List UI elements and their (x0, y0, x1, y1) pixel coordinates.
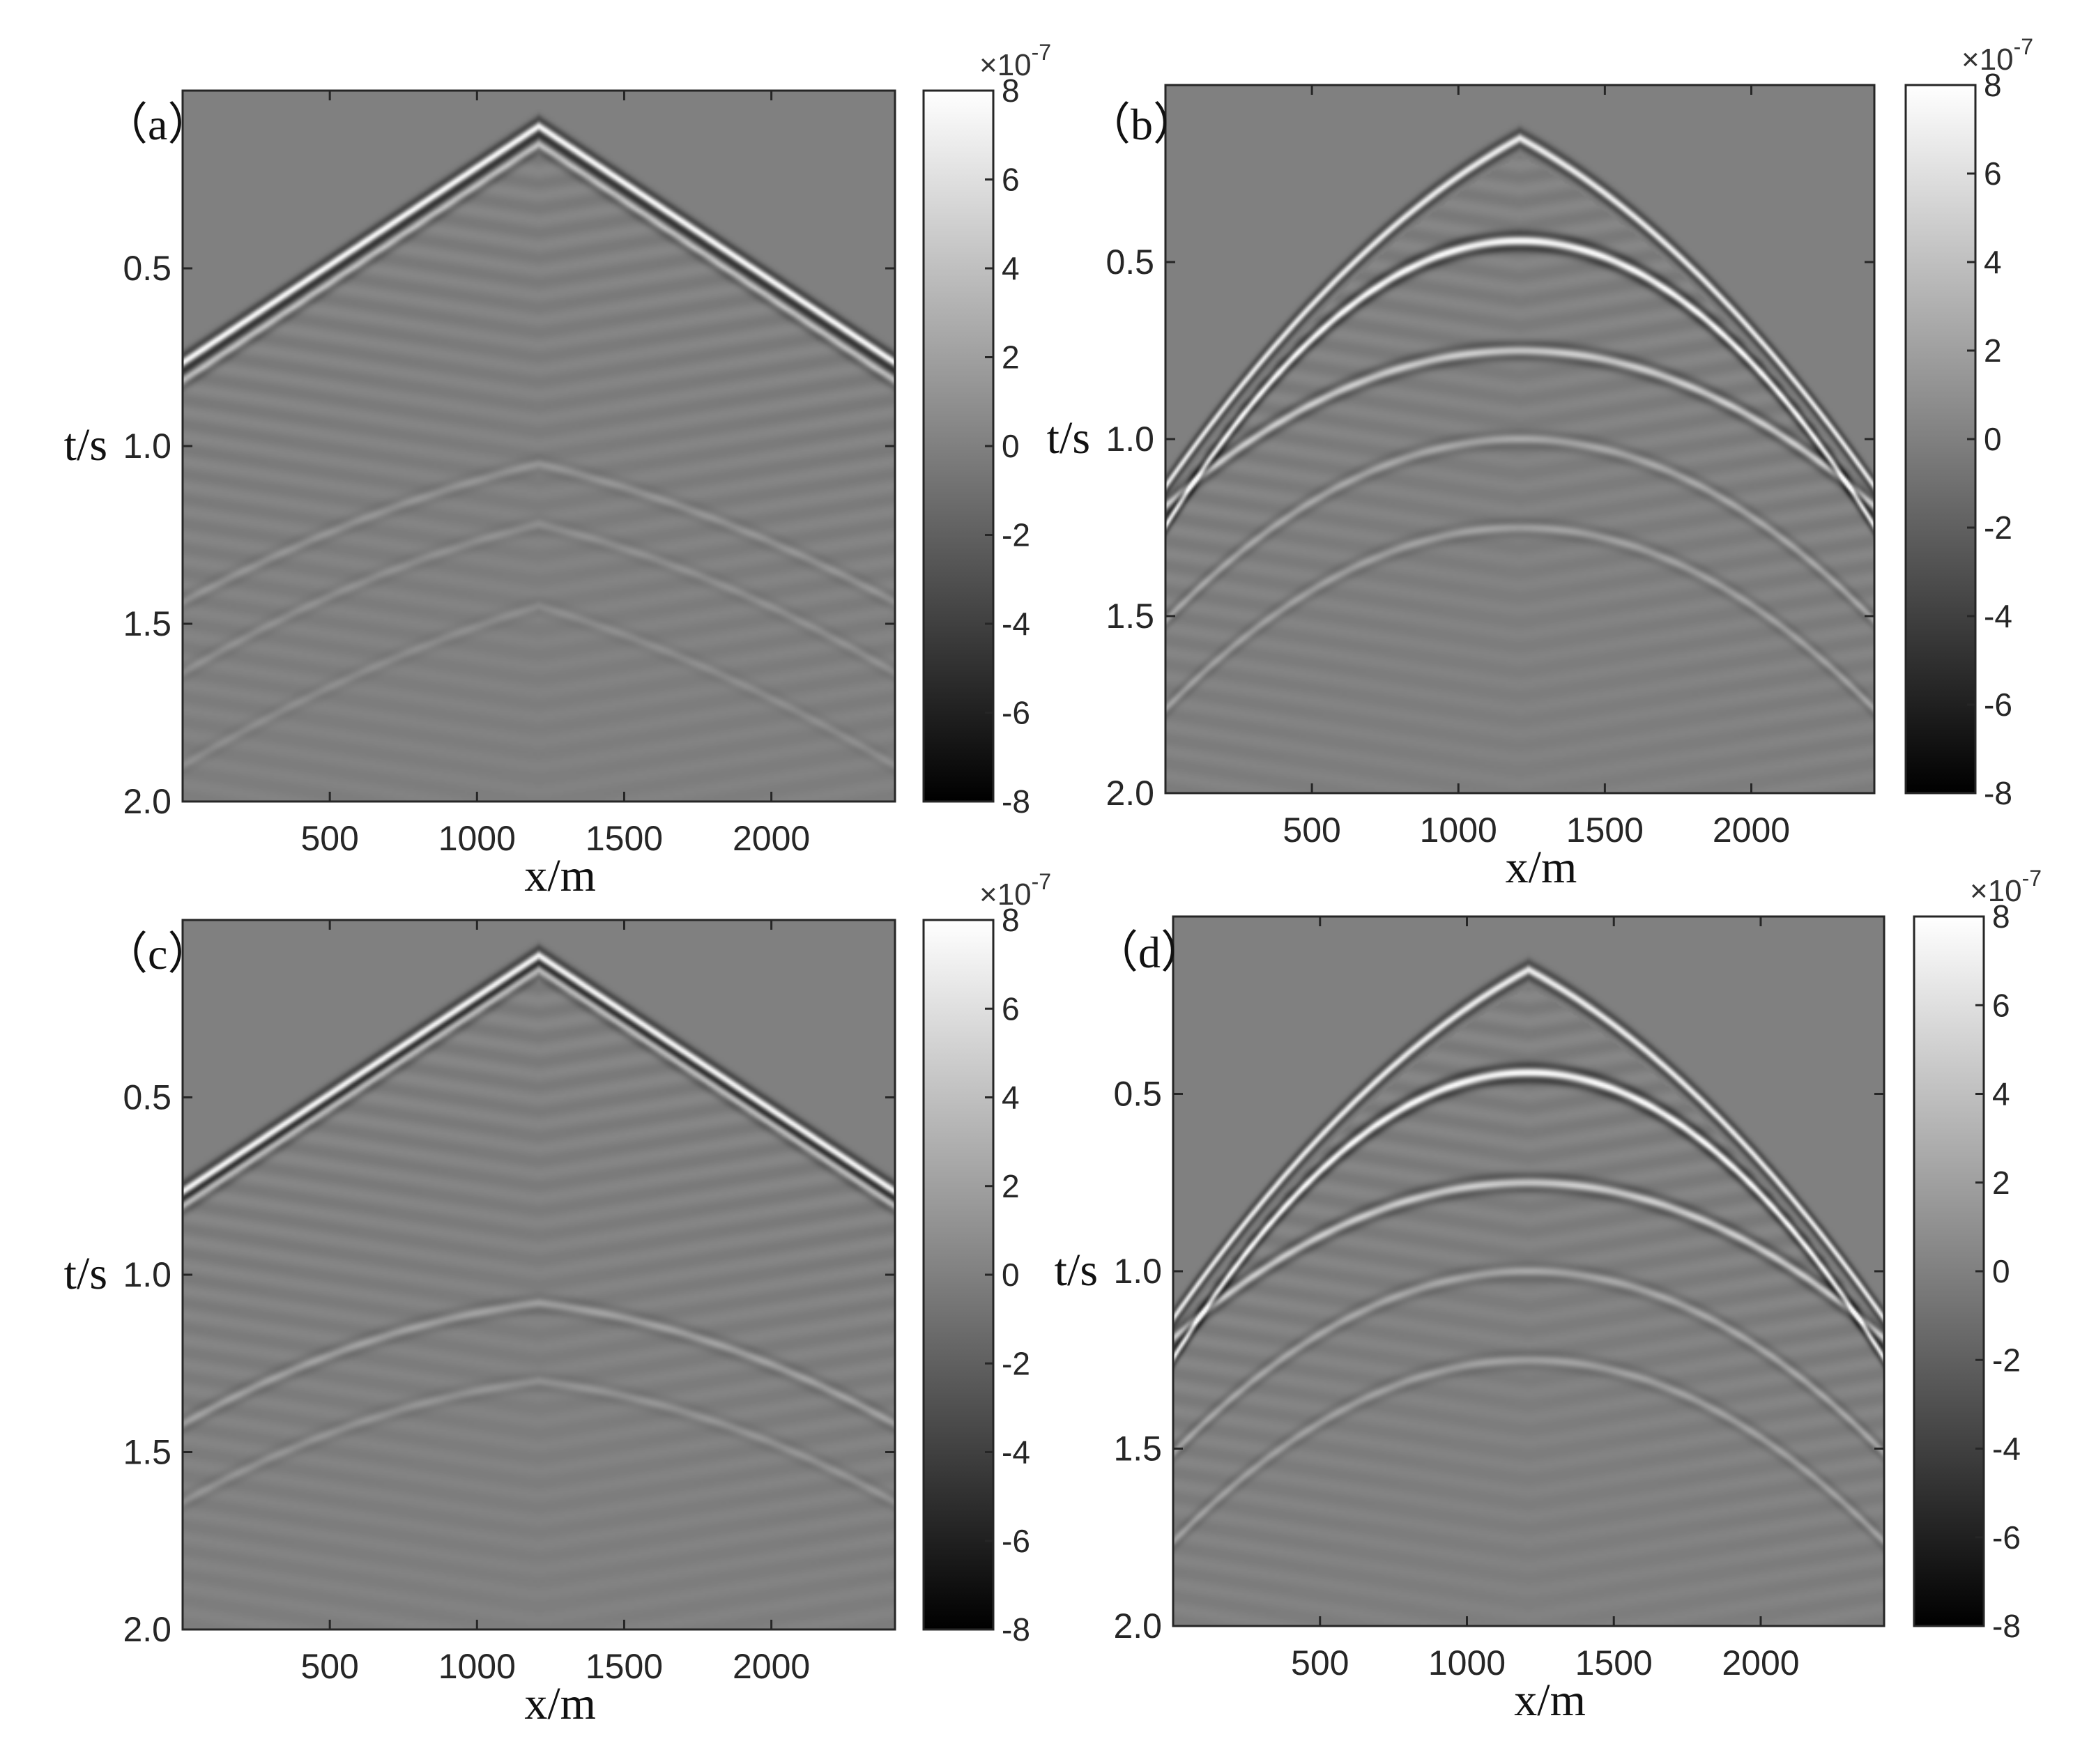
colorbar-tick-label: 0 (1002, 428, 1020, 464)
y-tick-label: 1.5 (1106, 597, 1154, 636)
y-axis-label: t/s (64, 420, 107, 470)
colorbar-tick-label: 2 (1002, 1168, 1020, 1204)
panel-c: 500 1000 1500 2000 0.5 1.0 1.5 2.0 x/m t/s （c） 8 6 4 2… (64, 869, 1051, 1729)
x-tick-label: 500 (300, 1647, 358, 1686)
y-tick-label: 1.0 (123, 1255, 171, 1294)
colorbar-tick-label: -8 (1984, 775, 2012, 811)
panel-label: （a） (103, 100, 212, 149)
panel-b: 500 1000 1500 2000 0.5 1.0 1.5 2.0 x/m t/s （b） 8 6 4 2… (1047, 34, 2033, 893)
y-tick-label: 2.0 (123, 1610, 171, 1649)
y-axis-label: t/s (1055, 1245, 1098, 1296)
x-tick-label: 1000 (1428, 1643, 1506, 1682)
y-axis-label: t/s (1047, 413, 1090, 463)
x-tick-label: 500 (300, 819, 358, 858)
colorbar (1913, 915, 1985, 1627)
y-tick-label: 1.5 (123, 604, 171, 643)
colorbar-tick-label: 8 (1002, 902, 1020, 938)
x-tick-label: 1500 (1575, 1643, 1653, 1682)
colorbar (922, 89, 995, 803)
colorbar-tick-label: -2 (1992, 1342, 2021, 1378)
colorbar-tick-label: 8 (1002, 72, 1020, 109)
colorbar (1904, 84, 1977, 795)
colorbar-tick-label: 4 (1002, 250, 1020, 286)
y-tick-label: 2.0 (1113, 1606, 1162, 1646)
y-tick-label: 2.0 (1106, 774, 1154, 813)
colorbar-tick-label: 2 (1002, 339, 1020, 376)
seismic-section (1173, 916, 1884, 1626)
x-axis-label: x/m (1514, 1675, 1586, 1726)
panel-a: 500 1000 1500 2000 0.5 1.0 1.5 2.0 x/m t/s （a） 8 6 4 2… (64, 40, 1051, 901)
panel-d: 500 1000 1500 2000 0.5 1.0 1.5 2.0 x/m t/s （d） 8 6 4 2… (1055, 866, 2042, 1726)
colorbar-tick-label: -4 (1002, 1434, 1030, 1471)
colorbar-tick-label: 6 (1984, 155, 2002, 192)
colorbar-tick-label: -6 (1992, 1519, 2021, 1556)
x-tick-label: 500 (1283, 811, 1340, 850)
y-tick-label: 0.5 (123, 1078, 171, 1117)
colorbar-tick-label: -6 (1984, 687, 2012, 723)
colorbar-tick-label: 4 (1984, 244, 2002, 280)
colorbar-tick-label: 2 (1992, 1165, 2010, 1201)
colorbar-tick-label: 4 (1002, 1080, 1020, 1116)
colorbar-exponent: ×10-7 (979, 40, 1051, 82)
panel-label: （d） (1094, 928, 1205, 977)
x-tick-label: 2000 (1713, 811, 1790, 850)
colorbar-tick-label: 8 (1984, 67, 2002, 103)
seismic-section (183, 920, 895, 1629)
colorbar-exponent: ×10-7 (1961, 34, 2033, 77)
colorbar-tick-label: -8 (1002, 1611, 1030, 1648)
y-tick-label: 0.5 (123, 249, 171, 288)
x-axis-label: x/m (524, 850, 596, 901)
y-tick-label: 1.0 (123, 427, 171, 466)
colorbar-tick-label: 6 (1002, 162, 1020, 198)
colorbar-tick-label: 4 (1992, 1076, 2010, 1112)
y-tick-label: 1.0 (1113, 1252, 1162, 1291)
y-axis-label: t/s (64, 1248, 107, 1299)
x-tick-label: 1500 (1566, 811, 1644, 850)
colorbar-tick-label: 0 (1002, 1257, 1020, 1293)
y-tick-label: 1.5 (1113, 1429, 1162, 1468)
colorbar-tick-label: 6 (1002, 990, 1020, 1027)
colorbar-tick-label: -2 (1984, 509, 2012, 546)
x-tick-label: 1000 (438, 819, 516, 858)
colorbar-tick-label: -8 (1002, 783, 1030, 820)
colorbar-tick-label: -4 (1992, 1431, 2021, 1467)
colorbar-tick-label: 0 (1984, 421, 2002, 457)
x-tick-label: 1000 (1420, 811, 1497, 850)
colorbar-tick-label: -2 (1002, 1345, 1030, 1381)
x-axis-label: x/m (524, 1678, 596, 1729)
x-tick-label: 1500 (586, 819, 663, 858)
seismic-section (183, 91, 895, 802)
colorbar-tick-label: -4 (1002, 606, 1030, 642)
colorbar-exponent: ×10-7 (979, 869, 1051, 912)
colorbar-exponent: ×10-7 (1970, 866, 2042, 908)
colorbar-tick-label: -2 (1002, 517, 1030, 553)
x-axis-label: x/m (1506, 842, 1577, 893)
colorbar-tick-label: -4 (1984, 598, 2012, 634)
colorbar-tick-label: -8 (1992, 1608, 2021, 1644)
colorbar-tick-label: -6 (1002, 1523, 1030, 1559)
colorbar-tick-label: -6 (1002, 695, 1030, 731)
x-tick-label: 500 (1291, 1643, 1349, 1682)
seismic-section (1165, 85, 1874, 793)
colorbar-tick-label: 0 (1992, 1253, 2010, 1289)
y-tick-label: 0.5 (1106, 243, 1154, 282)
y-tick-label: 2.0 (123, 782, 171, 821)
y-tick-label: 1.5 (123, 1433, 171, 1472)
x-tick-label: 1500 (586, 1647, 663, 1686)
x-tick-label: 1000 (438, 1647, 516, 1686)
colorbar (922, 919, 995, 1631)
y-tick-label: 0.5 (1113, 1075, 1162, 1114)
panel-label: （b） (1086, 100, 1198, 149)
panel-label: （c） (103, 929, 212, 979)
x-tick-label: 2000 (733, 1647, 810, 1686)
y-tick-label: 1.0 (1106, 420, 1154, 459)
x-tick-label: 2000 (1722, 1643, 1799, 1682)
colorbar-tick-label: 2 (1984, 332, 2002, 369)
colorbar-tick-label: 8 (1992, 898, 2010, 935)
colorbar-tick-label: 6 (1992, 987, 2010, 1023)
x-tick-label: 2000 (733, 819, 810, 858)
